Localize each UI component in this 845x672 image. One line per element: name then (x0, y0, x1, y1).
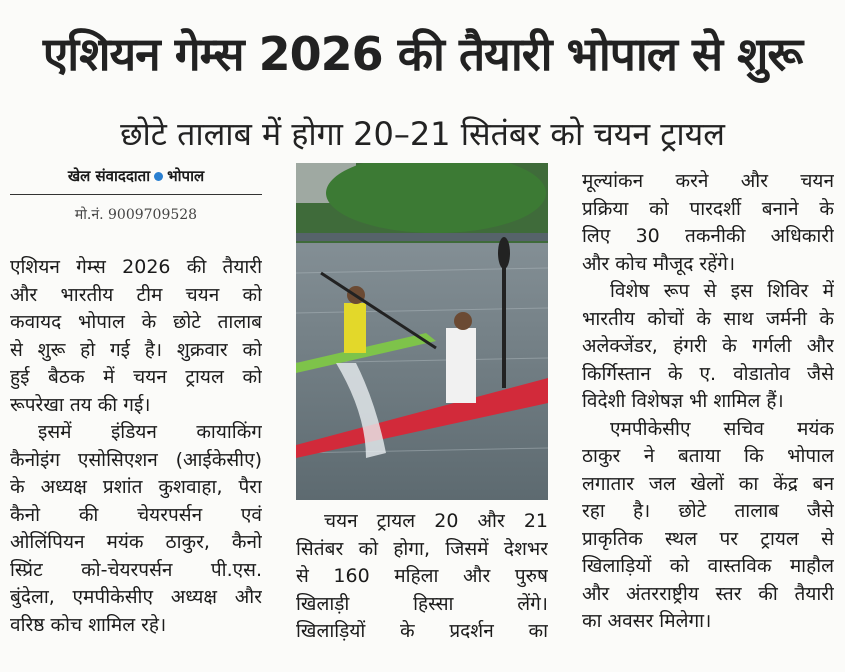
paragraph-line: से 160 महिला और पुरुष (296, 565, 548, 587)
paragraph-line: कवायद भोपाल के छोटे तालाब (10, 311, 262, 333)
paragraph-line: ठाकुर ने बताया कि भोपाल (582, 445, 834, 467)
location: भोपाल (167, 167, 205, 185)
column-left: एशियन गेम्स 2026 की तैयारी और भारतीय टीम … (10, 254, 262, 639)
paragraph-line: और भारतीय टीम चयन को (10, 283, 262, 306)
paragraph-line: अलेक्जेंडर, हंगरी के गर्गली और (582, 335, 834, 357)
paragraph-line: कैनोइंग एसोसिएशन (आईकेसीए) (10, 448, 262, 471)
paragraph-line: इसमें इंडियन कायाकिंग (38, 421, 262, 443)
paragraph-line: प्रक्रिया को पारदर्शी बनाने के (582, 197, 834, 220)
paragraph-line: लगातार जल खेलों का केंद्र बन (582, 472, 834, 495)
paragraph-line: रहा है। छोटे तालाब जैसे (582, 500, 834, 522)
paragraph-line: किर्गिस्तान के ए. वोडातोव जैसे (582, 362, 834, 385)
paragraph-line: से शुरू हो गई है। शुक्रवार को (10, 338, 262, 361)
paragraph-line: बुंदेला, एमपीकेसीए अध्यक्ष और (10, 586, 262, 608)
paragraph-line: एशियन गेम्स 2026 की तैयारी (10, 256, 262, 278)
paragraph-line: वरिष्ठ कोच शामिल रहे। (10, 613, 167, 636)
column-right: मूल्यांकन करने और चयन प्रक्रिया को पारदर्… (582, 168, 834, 636)
byline-divider (10, 194, 262, 195)
paragraph-line: सितंबर को होगा, जिसमें देशभर (296, 537, 548, 560)
reporter-phone: मो.नं. 9009709528 (74, 207, 198, 223)
paragraph-line: खिलाड़ियों को वास्तविक माहौल (582, 555, 834, 577)
paragraph-line: भारतीय कोचों के साथ जर्मनी के (582, 307, 834, 330)
kayak-canoe-photo (295, 153, 549, 500)
paragraph-line: चयन ट्रायल 20 और 21 (324, 510, 548, 532)
bullet-dot-icon (154, 172, 164, 181)
paragraph-line: स्प्रिंट को-चेयरपर्सन पी.एस. (10, 558, 262, 581)
reporter: खेल संवाददाता (67, 167, 151, 185)
headline: एशियन गेम्स 2026 की तैयारी भोपाल से शुरू (42, 27, 803, 81)
paragraph-line: विशेष रूप से इस शिविर में (610, 280, 834, 302)
paragraph-line: एमपीकेसीए सचिव मयंक (610, 417, 834, 440)
paragraph-line: खिलाड़ी हिस्सा लेंगे। (296, 592, 548, 615)
paragraph-line: खिलाड़ियों के प्रदर्शन का (296, 620, 548, 642)
paragraph-line: कैनो की चेयरपर्सन एवं (10, 503, 262, 526)
subheadline: छोटे तालाब में होगा 20–21 सितंबर को चयन … (120, 115, 725, 153)
paragraph-line: प्राकृतिक स्थल पर ट्रायल से (582, 527, 834, 550)
byline: खेल संवाददाता भोपाल (10, 166, 262, 186)
paragraph-line: और कोच मौजूद रहेंगे। (582, 252, 736, 275)
paragraph-line: रूपरेखा तय की गई। (10, 393, 151, 416)
column-middle: चयन ट्रायल 20 और 21 सितंबर को होगा, जिसमे… (296, 508, 548, 646)
paragraph-line: मूल्यांकन करने और चयन (582, 170, 834, 192)
paragraph-line: का अवसर मिलेगा। (582, 610, 712, 632)
paragraph-line: ओलिंपियन मयंक ठाकुर, कैनो (10, 531, 262, 553)
paragraph-line: विदेशी विशेषज्ञ भी शामिल हैं। (582, 390, 784, 412)
paragraph-line: हुई बैठक में चयन ट्रायल को (10, 366, 262, 388)
paragraph-line: के अध्यक्ष प्रशांत कुशवाहा, पैरा (10, 476, 262, 498)
paragraph-line: लिए 30 तकनीकी अधिकारी (582, 225, 834, 247)
paragraph-line: और अंतरराष्ट्रीय स्तर की तैयारी (582, 582, 834, 605)
